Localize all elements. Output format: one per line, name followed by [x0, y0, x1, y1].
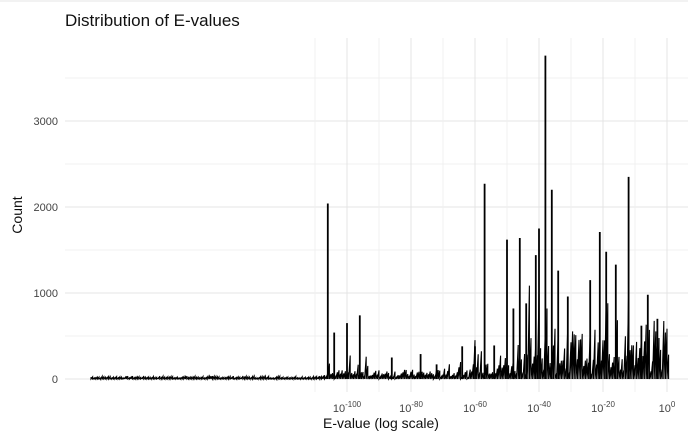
x-tick-label: 10-20	[591, 400, 615, 415]
y-tick-label: 0	[52, 374, 58, 386]
y-axis-title: Count	[9, 196, 25, 233]
y-tick-label: 3000	[34, 116, 58, 128]
y-tick-label: 2000	[34, 202, 58, 214]
histogram-baseline	[90, 285, 670, 382]
x-tick-label: 10-60	[463, 400, 487, 415]
x-tick-label: 10-80	[399, 400, 423, 415]
histogram-spikes	[326, 55, 659, 379]
grid	[65, 38, 688, 392]
x-tick-label: 100	[659, 400, 676, 415]
x-axis-title: E-value (log scale)	[323, 415, 439, 431]
chart-title: Distribution of E-values	[65, 11, 240, 30]
y-tick-label: 1000	[34, 288, 58, 300]
x-axis-ticks: 10-100 10-80 10-60 10-40 10-20 100	[333, 400, 676, 415]
x-tick-label: 10-100	[333, 400, 362, 415]
y-axis-ticks: 0 1000 2000 3000	[34, 116, 58, 386]
x-tick-label: 10-40	[527, 400, 551, 415]
